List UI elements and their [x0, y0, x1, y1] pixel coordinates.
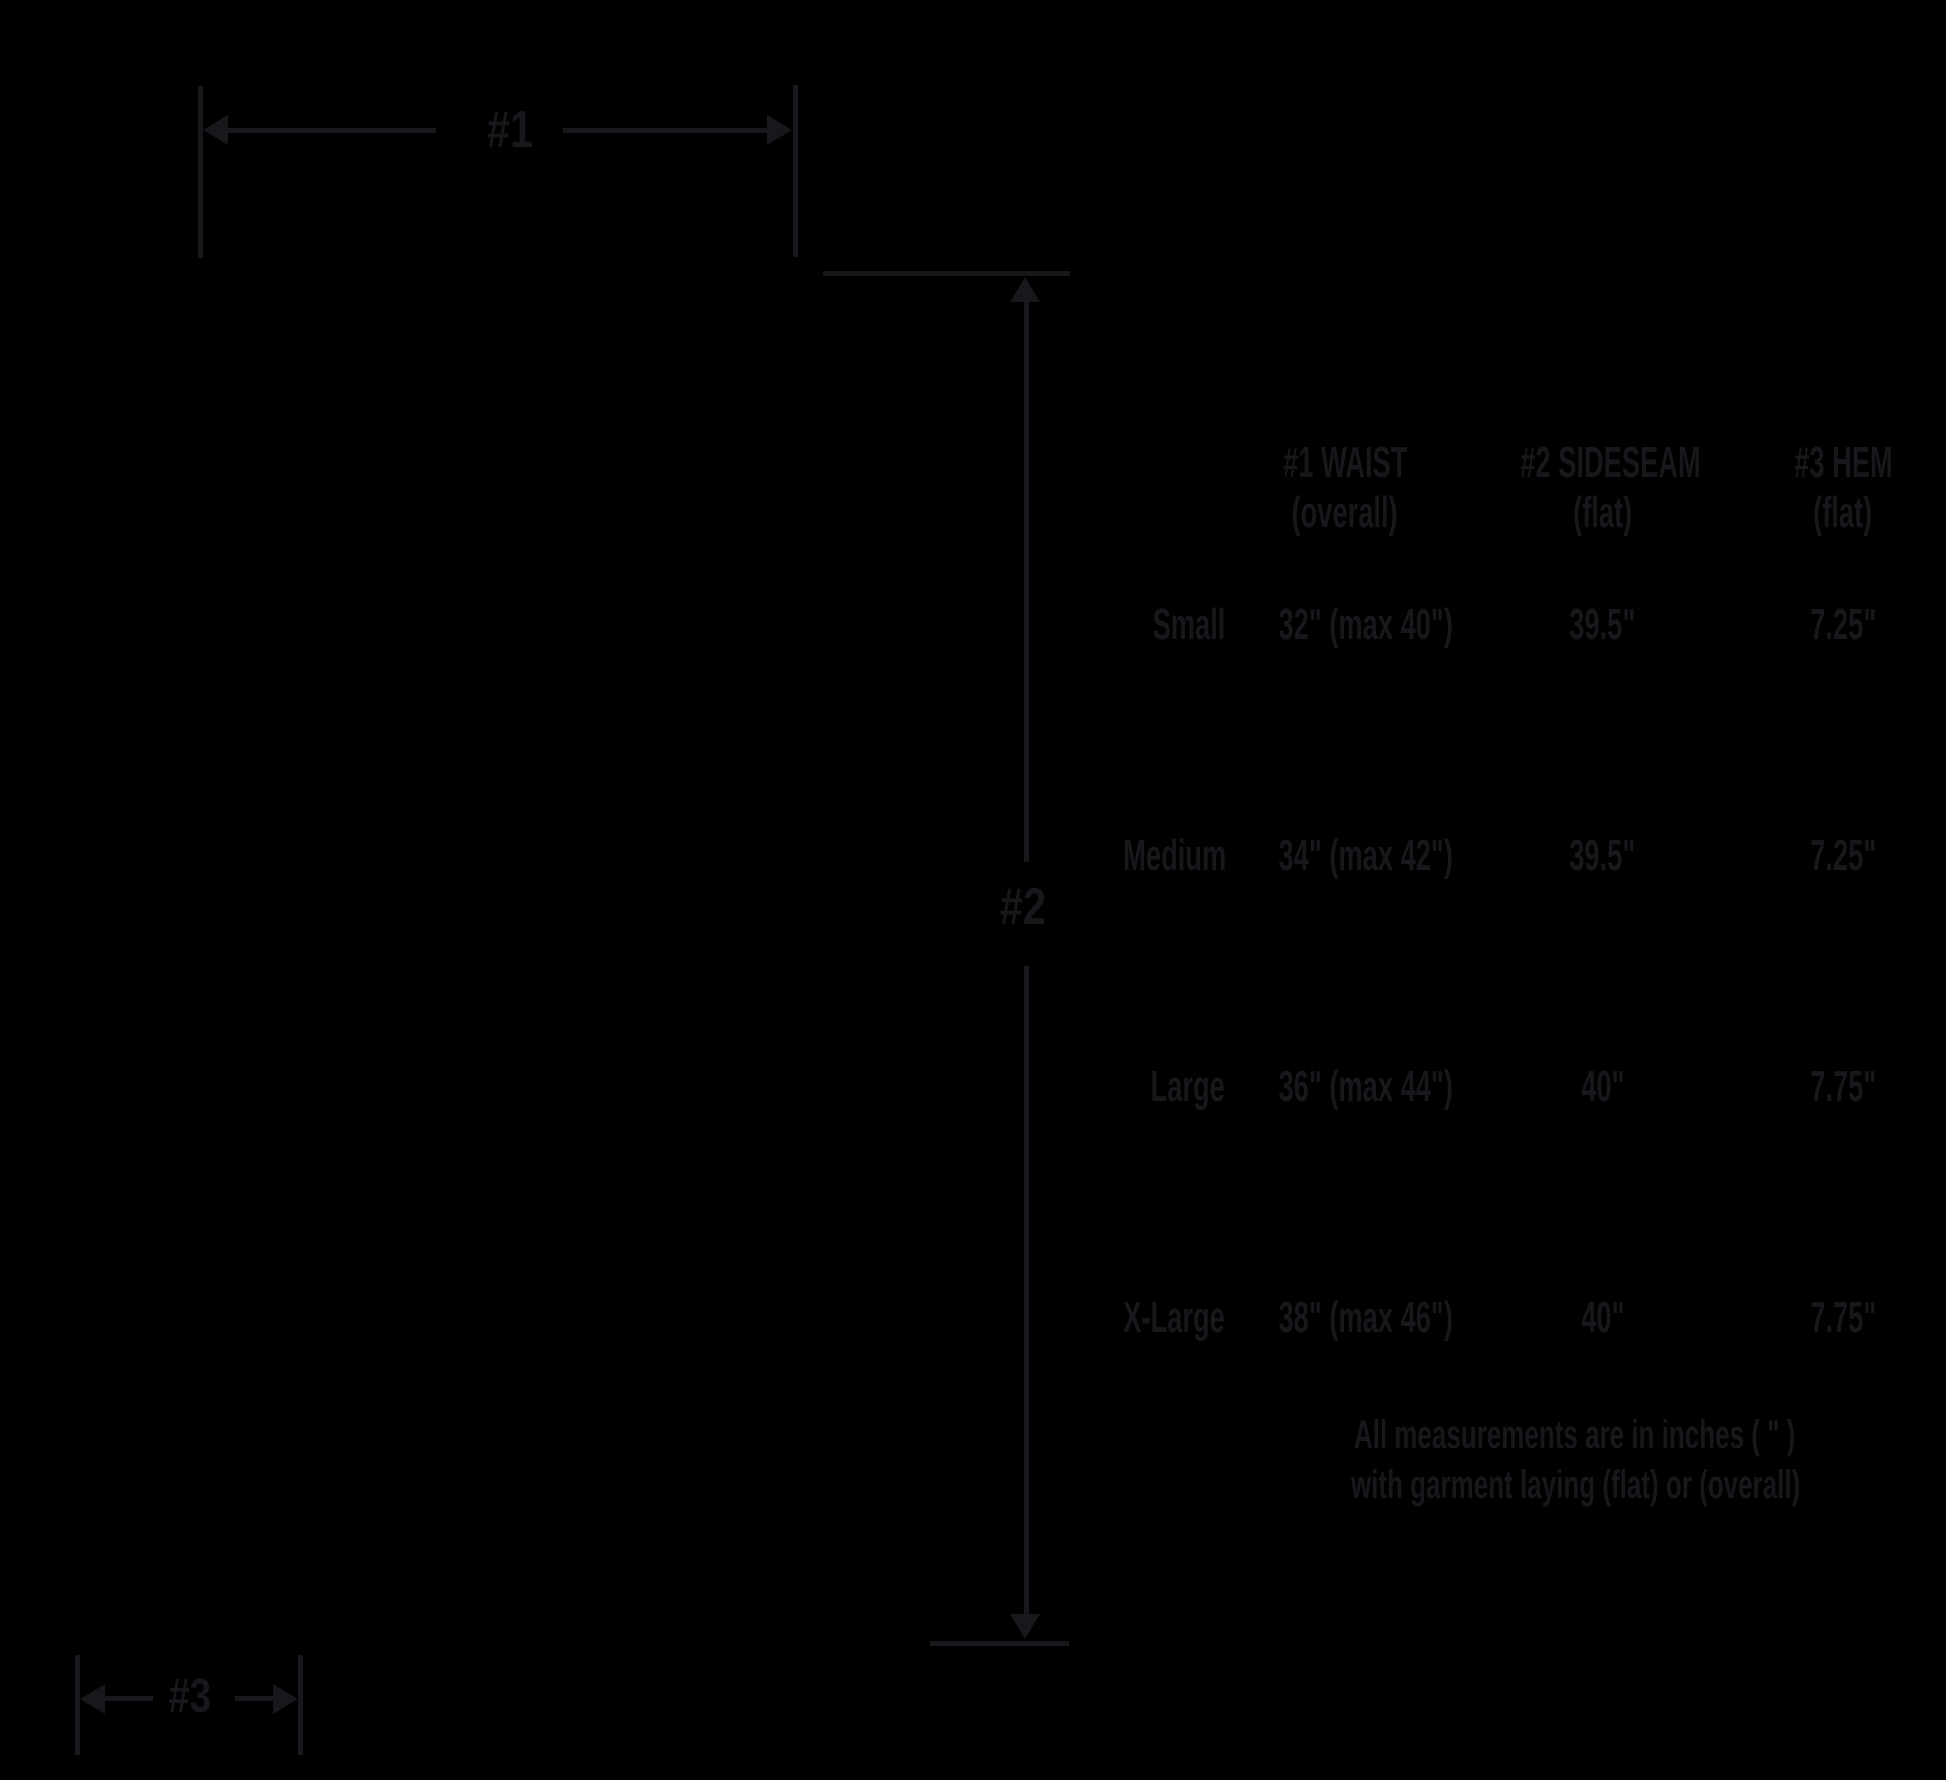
header-spacer — [1060, 438, 1225, 538]
waist-value: 32" (max 40") — [1278, 600, 1453, 649]
hem-value: 7.75" — [1809, 1293, 1877, 1342]
dim1-arrowhead-right-icon — [767, 115, 792, 145]
dim3-arrowhead-right-icon — [273, 1684, 298, 1714]
waist-value: 36" (max 44") — [1278, 1062, 1453, 1111]
dim3-arrowhead-left-icon — [80, 1684, 105, 1714]
column-header-waist: #1 WAIST (overall) — [1282, 438, 1408, 537]
measurement-note-line1: All measurements are in inches ( " ) — [1354, 1413, 1796, 1457]
hem-value: 7.25" — [1809, 600, 1877, 649]
dim1-line-right — [563, 128, 767, 133]
sideseam-value: 39.5" — [1569, 600, 1636, 649]
sideseam-value: 40" — [1580, 1293, 1625, 1342]
dim2-extension-line-top — [823, 271, 1070, 276]
size-table-header-row: #1 WAIST (overall) #2 SIDESEAM (flat) #3… — [1060, 438, 1946, 538]
dim1-line-left — [226, 128, 436, 133]
column-header-sideseam: #2 SIDESEAM (flat) — [1520, 438, 1701, 537]
dim1-arrowhead-left-icon — [203, 115, 228, 145]
dim3-label: #3 — [168, 1670, 212, 1723]
size-label: Medium — [1123, 831, 1227, 880]
size-label: X-Large — [1123, 1293, 1225, 1342]
table-row-medium: Medium 34" (max 42") 39.5" 7.25" — [1060, 831, 1946, 881]
dim3-line-right — [235, 1696, 275, 1701]
dim3-extension-line-right — [298, 1655, 303, 1755]
dim2-arrowhead-up-icon — [1010, 277, 1040, 302]
waist-value: 34" (max 42") — [1278, 831, 1453, 880]
dim1-extension-line-left — [198, 86, 203, 258]
waist-value: 38" (max 46") — [1278, 1293, 1453, 1342]
table-row-small: Small 32" (max 40") 39.5" 7.25" — [1060, 600, 1946, 650]
dim1-extension-line-right — [793, 85, 798, 257]
hem-value: 7.25" — [1809, 831, 1877, 880]
dim2-line-upper — [1024, 300, 1029, 862]
table-row-x-large: X-Large 38" (max 46") 40" 7.75" — [1060, 1293, 1946, 1343]
size-label: Large — [1150, 1062, 1225, 1111]
dim2-arrowhead-down-icon — [1010, 1614, 1040, 1639]
size-label: Small — [1152, 600, 1225, 649]
table-row-large: Large 36" (max 44") 40" 7.75" — [1060, 1062, 1946, 1112]
column-header-hem: #3 HEM (flat) — [1793, 438, 1893, 537]
sideseam-value: 39.5" — [1569, 831, 1636, 880]
dim2-line-lower — [1024, 966, 1029, 1616]
hem-value: 7.75" — [1809, 1062, 1877, 1111]
measurement-note: All measurements are in inches ( " ) wit… — [1230, 1410, 1920, 1510]
dim3-extension-line-left — [75, 1655, 80, 1755]
measurement-note-line2: with garment laying (flat) or (overall) — [1350, 1463, 1801, 1507]
dim3-line-left — [103, 1696, 153, 1701]
dim1-label: #1 — [486, 101, 534, 159]
dim2-label: #2 — [999, 878, 1047, 936]
dim2-extension-line-bottom — [930, 1641, 1069, 1646]
sideseam-value: 40" — [1580, 1062, 1625, 1111]
